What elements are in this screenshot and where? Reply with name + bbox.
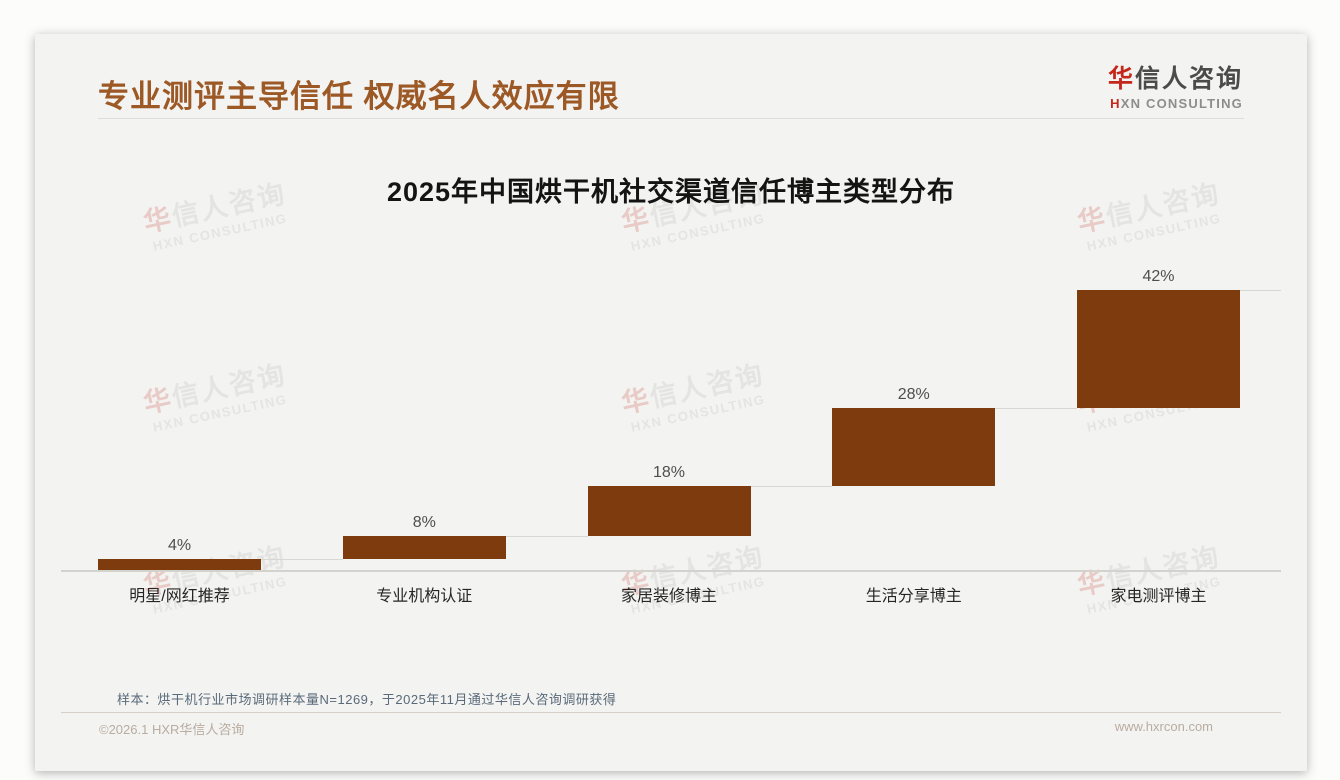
logo-en-accent-char: H xyxy=(1110,96,1121,111)
logo-chinese-wordmark: 华信人咨询 xyxy=(1108,59,1243,95)
copyright-text: ©2026.1 HXR华信人咨询 xyxy=(99,722,245,737)
header-divider xyxy=(98,118,1244,119)
logo-en-rest: XN CONSULTING xyxy=(1120,96,1243,111)
chart-bar xyxy=(832,407,996,486)
step-connector-line xyxy=(995,407,1077,409)
x-axis-label: 专业机构认证 xyxy=(376,588,473,605)
step-connector-line xyxy=(261,558,343,560)
website-text: www.hxrcon.com xyxy=(1114,719,1213,734)
x-axis-label: 家居装修博主 xyxy=(620,588,717,605)
chart-bar xyxy=(587,486,751,537)
x-axis-label: 家电测评博主 xyxy=(1110,588,1207,605)
logo-english-wordmark: HXN CONSULTING xyxy=(1108,96,1243,111)
x-axis-label: 生活分享博主 xyxy=(865,588,962,605)
step-connector-line xyxy=(750,486,833,487)
x-axis-label: 明星/网红推荐 xyxy=(129,588,230,605)
logo-accent-char: 华 xyxy=(1107,65,1135,93)
report-card: 华信人咨询 HXN CONSULTING 华信人咨询 HXN CONSULTING 华信… xyxy=(35,34,1307,771)
bar-value-label: 42% xyxy=(1142,268,1175,285)
chart-bar xyxy=(98,558,261,570)
page-title: 专业测评主导信任 权威名人效应有限 xyxy=(98,79,620,114)
step-connector-line xyxy=(505,536,588,538)
x-axis-line xyxy=(61,570,1281,572)
chart-title: 2025年中国烘干机社交渠道信任博主类型分布 xyxy=(386,177,956,207)
logo-zh-rest: 信人咨询 xyxy=(1134,65,1243,93)
sample-note: 样本：烘干机行业市场调研样本量N=1269，于2025年11月通过华信人咨询调研… xyxy=(117,692,617,707)
step-connector-line xyxy=(1240,290,1281,291)
chart-bar xyxy=(1077,290,1240,408)
bar-value-label: 8% xyxy=(412,514,436,532)
bar-value-label: 18% xyxy=(652,464,686,481)
footer-divider xyxy=(61,712,1281,713)
bar-value-label: 4% xyxy=(167,536,192,554)
company-logo: 华信人咨询 HXN CONSULTING xyxy=(1108,59,1243,111)
stair-bar-chart: 4% 明星/网红推荐 8% 专业机构认证 18% 家居装修博主 28% 生活分享博主 42% 家电… xyxy=(35,34,1307,771)
bar-value-label: 28% xyxy=(897,385,930,403)
chart-bar xyxy=(342,536,506,559)
